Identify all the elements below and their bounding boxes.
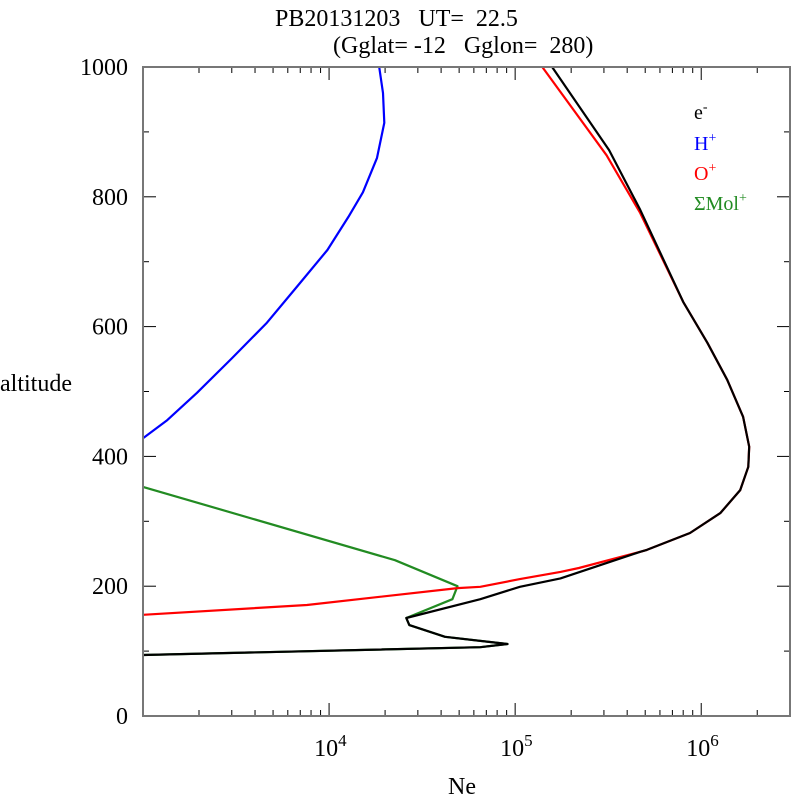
- y-tick-label: 200: [92, 574, 128, 600]
- y-tick-label: 1000: [80, 55, 128, 81]
- x-axis-label: Ne: [448, 774, 476, 796]
- legend-entry: H+: [694, 131, 716, 155]
- chart-title-line1: PB20131203 UT= 22.5: [275, 6, 518, 32]
- series-line-o-plus: [142, 66, 751, 616]
- y-tick-label: 600: [92, 315, 128, 341]
- legend-entry: e-: [694, 100, 708, 124]
- series-line-h-plus: [142, 66, 386, 440]
- legend-entry: ΣMol+: [694, 191, 747, 215]
- y-axis-label: altitude: [0, 371, 72, 397]
- series-line-e-minus: [142, 66, 751, 657]
- plot-series: [142, 66, 751, 657]
- legend: e- H+ O+ ΣMol+: [694, 100, 747, 215]
- y-tick-labels: 0 200 400 600 800 1000: [80, 55, 128, 730]
- axis-ticks: [143, 67, 790, 716]
- plot-frame: [142, 66, 791, 717]
- series-line-sum-mol-plus: [142, 485, 509, 657]
- chart-title-line2: (Gglat= -12 Gglon= 280): [333, 33, 593, 59]
- y-tick-label: 800: [92, 185, 128, 211]
- x-tick-label: 106: [686, 731, 719, 762]
- x-tick-label: 104: [314, 731, 347, 762]
- legend-entry: O+: [694, 161, 716, 185]
- y-tick-label: 0: [116, 704, 128, 730]
- x-tick-labels: 104 105 106: [314, 731, 719, 762]
- x-tick-label: 105: [500, 731, 533, 762]
- y-tick-label: 400: [92, 444, 128, 470]
